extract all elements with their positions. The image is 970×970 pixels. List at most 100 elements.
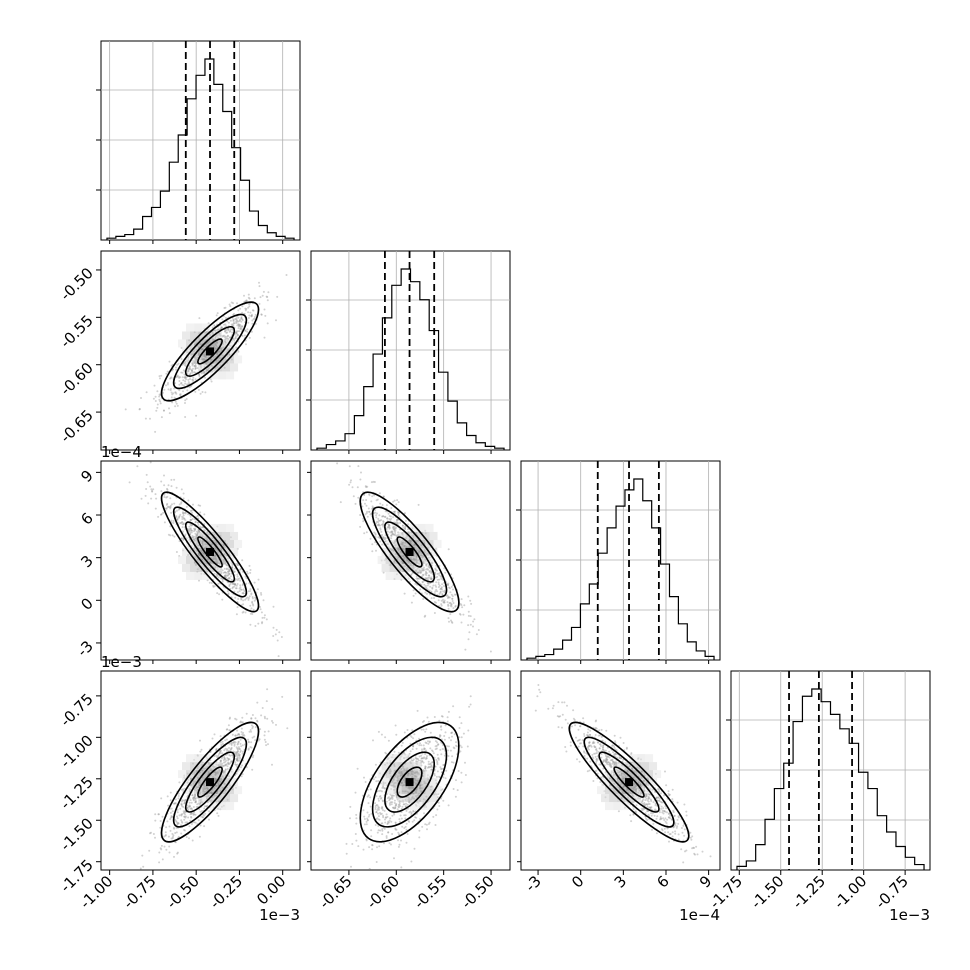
scatter-point [199,824,202,827]
scatter-point [215,573,218,576]
scatter-point [191,529,194,532]
scatter-point [244,329,247,332]
scatter-point [174,391,177,394]
scatter-point [368,867,371,870]
scatter-point [178,393,181,396]
scatter-point [382,537,385,539]
scatter-point [170,364,173,367]
scatter-point [232,320,235,323]
scatter-point [173,855,175,858]
scatter-point [249,623,252,626]
scatter-point [248,303,251,306]
scatter-point [421,569,424,572]
scatter-point [265,295,268,298]
scatter-point [404,527,406,530]
scatter-point [225,564,228,567]
scatter-point [435,581,438,584]
scatter-point [217,754,220,757]
scatter-point [244,307,247,310]
scatter-point [181,515,184,518]
scatter-point [453,593,456,596]
scatter-point [250,717,253,720]
scatter-point [190,369,193,372]
scatter-point [377,519,380,522]
scatter-point [157,813,160,816]
scatter-point [169,377,172,380]
scatter-point [241,584,244,587]
scatter-point [193,535,196,538]
scatter-point [227,328,230,331]
scatter-point [362,809,365,812]
scatter-point [237,323,240,326]
scatter-point [190,524,193,527]
scatter-point [171,832,174,835]
scatter-point [223,571,226,574]
scatter-point [223,307,226,309]
scatter-point [189,527,192,530]
scatter-point [234,734,237,737]
scatter-point [416,577,419,580]
scatter-point [163,845,166,848]
scatter-point [391,801,394,804]
scatter-point [231,564,234,567]
scatter-point [170,511,173,514]
scatter-point [235,584,238,587]
scatter-point [227,573,230,576]
scatter-point [452,746,455,749]
scatter-point [216,329,219,331]
density-cell [230,531,239,540]
scatter-point [234,317,237,320]
scatter-point [227,592,230,595]
scatter-point [187,805,190,808]
scatter-point [422,574,425,577]
scatter-point [412,745,415,748]
scatter-point [177,795,180,797]
scatter-point [167,835,170,838]
scatter-point [228,754,231,756]
scatter-point [189,527,192,530]
scatter-point [179,393,182,396]
density-cell [182,347,191,356]
scatter-point [461,606,464,609]
scatter-point [230,747,233,750]
scatter-point [226,768,229,770]
scatter-point [364,502,366,505]
scatter-point [377,799,380,802]
scatter-point [253,317,256,320]
scatter-point [166,488,169,491]
scatter-point [256,701,259,704]
scatter-point [199,511,202,514]
scatter-point [243,294,245,297]
scatter-point [170,837,173,840]
scatter-point [430,765,433,768]
scatter-point [179,394,182,397]
scatter-point [197,517,200,520]
scatter-point [170,519,173,522]
contour-line [184,521,236,583]
scatter-point [238,319,241,322]
scatter-point [247,296,250,299]
scatter-point [164,831,167,834]
scatter-point [181,518,184,520]
scatter-point [356,767,359,770]
scatter-point [371,543,374,546]
scatter-point [247,306,250,309]
scatter-point [165,848,168,851]
scatter-point [348,465,351,468]
scatter-point [709,855,712,858]
scatter-point [388,796,390,799]
scatter-point [184,376,187,379]
scatter-point [184,380,187,383]
scatter-point [238,733,241,736]
scatter-point [148,849,151,852]
scatter-point [414,592,417,595]
scatter-point [180,501,183,504]
scatter-point [170,807,173,810]
scatter-point [199,525,202,528]
scatter-point [377,807,380,810]
scatter-point [192,363,194,366]
scatter-point [186,821,188,824]
scatter-point [182,537,185,540]
scatter-point [469,615,472,618]
scatter-point [384,515,387,518]
